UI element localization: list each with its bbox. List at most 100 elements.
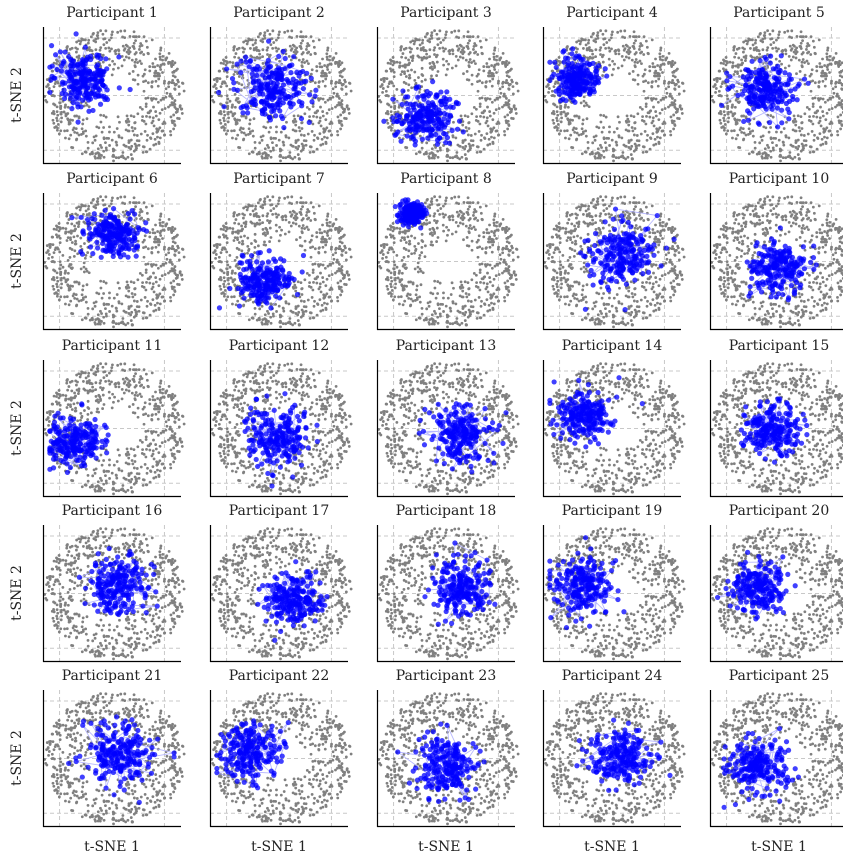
background-point (810, 90, 813, 93)
background-point (738, 119, 741, 122)
background-point (486, 144, 489, 147)
background-point (332, 57, 335, 60)
background-point (813, 139, 816, 142)
participant-point (750, 92, 755, 97)
background-point (87, 205, 90, 208)
background-point (56, 119, 59, 122)
background-point (819, 116, 822, 119)
participant-point (309, 99, 314, 104)
background-point (479, 150, 482, 153)
participant-point (101, 94, 106, 99)
background-point (310, 73, 313, 76)
background-point (282, 144, 285, 147)
background-point (249, 118, 252, 121)
background-point (742, 138, 745, 141)
participant-point (414, 119, 419, 124)
participant-point (760, 67, 765, 72)
background-point (644, 68, 647, 71)
background-point (596, 34, 599, 37)
background-point (656, 136, 659, 139)
background-point (87, 147, 90, 150)
participant-point (426, 118, 431, 123)
background-point (614, 49, 617, 52)
background-point (478, 79, 481, 82)
background-point (48, 253, 51, 256)
background-point (748, 152, 751, 155)
background-point (151, 99, 154, 102)
background-point (58, 101, 61, 104)
background-point (466, 70, 469, 73)
background-point (136, 300, 139, 303)
background-point (558, 56, 561, 59)
background-point (178, 259, 181, 262)
background-point (145, 316, 148, 319)
participant-point (787, 72, 792, 77)
background-point (134, 287, 137, 290)
background-point (59, 264, 62, 267)
participant-point (771, 66, 776, 71)
background-point (468, 39, 471, 42)
background-point (724, 123, 727, 126)
background-point (486, 116, 489, 119)
background-point (437, 156, 440, 159)
background-point (801, 143, 804, 146)
background-point (233, 46, 236, 49)
background-point (459, 145, 462, 148)
background-point (486, 120, 489, 123)
background-point (651, 62, 654, 65)
background-point (107, 137, 110, 140)
background-point (814, 81, 817, 84)
background-point (470, 61, 473, 64)
background-point (780, 149, 783, 152)
background-point (172, 267, 175, 270)
background-point (670, 64, 673, 67)
background-point (131, 157, 134, 160)
background-point (666, 92, 669, 95)
background-point (225, 56, 228, 59)
background-point (469, 58, 472, 61)
background-point (794, 156, 797, 159)
background-point (287, 137, 290, 140)
participant-point (580, 73, 585, 78)
background-point (720, 85, 723, 88)
background-point (110, 47, 113, 50)
participant-point (276, 54, 281, 59)
background-point (482, 65, 485, 68)
background-point (723, 129, 726, 132)
background-point (233, 73, 236, 76)
background-point (579, 43, 582, 46)
participant-point (397, 114, 402, 119)
background-point (112, 68, 115, 71)
background-point (336, 134, 339, 137)
background-point (807, 62, 810, 65)
background-point (343, 79, 346, 82)
background-point (454, 137, 457, 140)
background-point (835, 52, 838, 55)
background-point (105, 146, 108, 149)
background-point (469, 51, 472, 54)
background-point (640, 51, 643, 54)
background-point (225, 85, 228, 88)
background-point (789, 45, 792, 48)
background-point (645, 40, 648, 43)
background-point (510, 110, 513, 113)
background-point (634, 39, 637, 42)
participant-point (563, 56, 568, 61)
background-point (610, 33, 613, 36)
background-point (507, 120, 510, 123)
background-point (148, 116, 151, 119)
participant-point (59, 63, 64, 68)
background-point (622, 45, 625, 48)
background-point (102, 114, 105, 117)
background-point (303, 139, 306, 142)
background-point (222, 58, 225, 61)
background-point (616, 31, 619, 34)
background-point (438, 29, 441, 32)
background-point (105, 116, 108, 119)
background-point (828, 59, 831, 62)
participant-point (224, 66, 229, 71)
background-point (450, 31, 453, 34)
background-point (77, 225, 80, 228)
background-point (575, 51, 578, 54)
background-point (147, 81, 150, 84)
